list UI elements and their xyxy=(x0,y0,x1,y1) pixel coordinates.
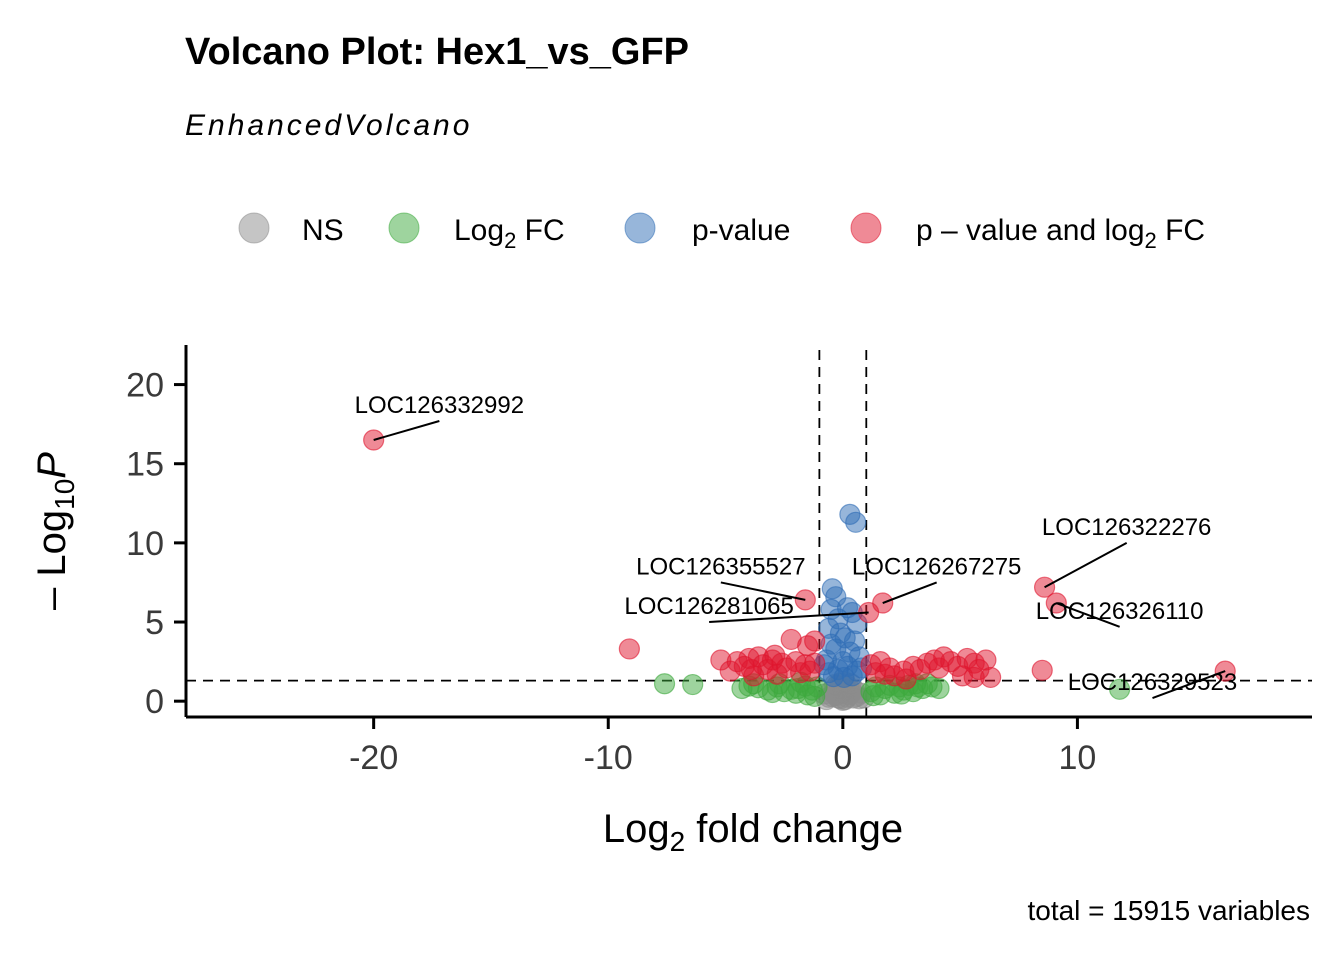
label-connector xyxy=(1055,602,1120,628)
label-connector xyxy=(882,581,938,604)
chart-title: Volcano Plot: Hex1_vs_GFP xyxy=(185,31,689,73)
legend-key-fc xyxy=(388,212,420,244)
point-both xyxy=(618,638,640,660)
point-label-LOC126281065: LOC126281065 xyxy=(624,593,793,620)
y-tick-label: 0 xyxy=(145,683,164,721)
y-tick-label: 20 xyxy=(126,367,164,405)
legend-label-both: p – value and log2 FC xyxy=(916,214,1205,253)
legend: NS Log2 FC p-value p – value and log2 FC xyxy=(238,212,1205,253)
point-fc xyxy=(653,673,676,695)
point-both xyxy=(804,652,826,674)
point-fc xyxy=(804,685,826,708)
legend-label-fc: Log2 FC xyxy=(454,214,565,253)
point-pv xyxy=(833,666,855,689)
legend-label-ns: NS xyxy=(302,214,344,247)
chart-subtitle: EnhancedVolcano xyxy=(185,109,472,142)
label-connector xyxy=(1044,541,1128,589)
x-tick-label: -20 xyxy=(349,739,398,777)
legend-key-pv xyxy=(624,212,656,244)
point-label-LOC126332992: LOC126332992 xyxy=(355,392,524,419)
label-connector xyxy=(709,611,869,624)
point-both xyxy=(975,649,997,671)
point-fc xyxy=(862,685,884,707)
legend-key-ns xyxy=(238,212,270,244)
point-both xyxy=(804,630,826,652)
point-label-LOC126329523: LOC126329523 xyxy=(1068,669,1237,696)
point-label-LOC126267275: LOC126267275 xyxy=(852,553,1021,580)
point-labels: LOC126332992 LOC126355527 LOC126281065 LOC1… xyxy=(355,392,1237,699)
point-fc xyxy=(928,677,950,700)
point-label-LOC126322276: LOC126322276 xyxy=(1042,514,1211,541)
point-label-LOC126355527: LOC126355527 xyxy=(636,553,805,580)
point-both xyxy=(963,666,985,689)
label-connector xyxy=(373,420,440,441)
x-tick-label: 0 xyxy=(833,739,852,777)
legend-key-both xyxy=(850,212,882,244)
chart-caption: total = 15915 variables xyxy=(1027,895,1310,926)
y-tick-label: 5 xyxy=(145,604,164,642)
axes: -20 -10 0 10 0 5 10 15 20 xyxy=(126,345,1312,777)
x-axis-title: Log2 fold change xyxy=(603,807,903,857)
point-fc xyxy=(1109,678,1131,700)
legend-label-pv: p-value xyxy=(692,214,790,247)
x-tick-label: -10 xyxy=(584,739,633,777)
label-connector xyxy=(1152,670,1226,699)
point-both xyxy=(740,658,762,681)
y-tick-label: 15 xyxy=(126,446,164,484)
y-axis-title: – Log10P xyxy=(30,452,80,610)
x-tick-label: 10 xyxy=(1059,739,1097,777)
y-tick-label: 10 xyxy=(126,525,164,563)
point-pv xyxy=(845,511,867,533)
data-points xyxy=(363,429,1236,711)
point-both xyxy=(764,644,786,666)
point-both xyxy=(1031,659,1053,681)
point-label-LOC126326110: LOC126326110 xyxy=(1036,598,1204,625)
point-both xyxy=(895,668,917,690)
label-connector xyxy=(720,581,806,601)
point-fc xyxy=(682,673,704,696)
